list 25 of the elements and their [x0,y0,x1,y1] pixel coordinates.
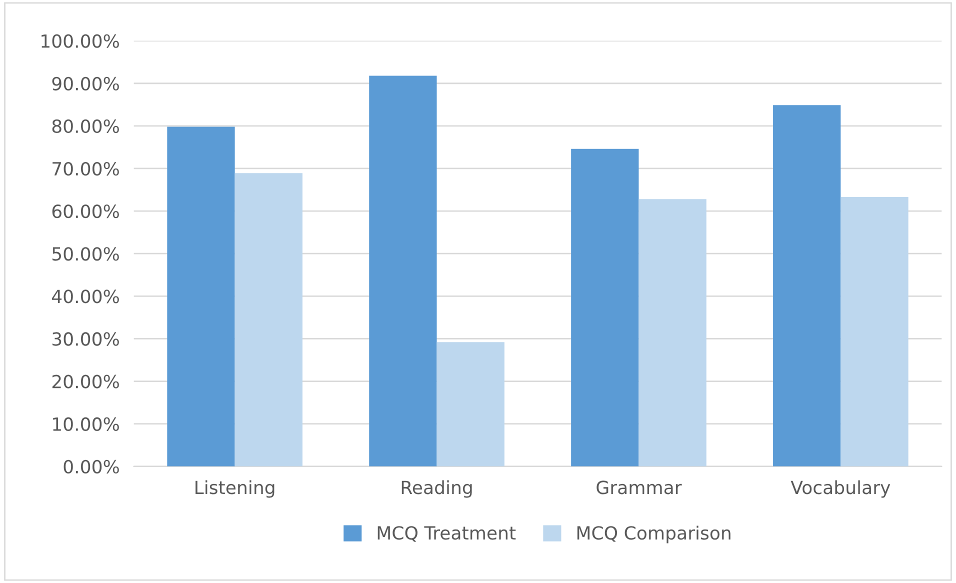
bar [638,199,706,466]
bar [369,76,437,466]
y-tick-label: 60.00% [52,204,119,218]
y-tick-label: 100.00% [42,34,119,48]
x-tick-label: Vocabulary [790,480,890,498]
bar [773,105,841,466]
y-tick-label: 20.00% [52,374,119,388]
bar [167,126,235,466]
x-tick-label: Grammar [596,480,682,494]
y-tick-label: 30.00% [52,332,119,346]
bar [436,342,504,466]
legend-label: MCQ Comparison [577,526,730,544]
y-tick-label: 90.00% [52,76,119,90]
y-tick-label: 80.00% [52,119,119,134]
y-tick-label: 50.00% [52,247,119,261]
x-tick-label: Reading [402,480,472,498]
bar [571,148,639,466]
legend-label: MCQ Treatment [378,526,516,542]
bar [234,173,302,466]
y-tick-label: 70.00% [52,162,119,176]
y-tick-label: 0.00% [64,460,119,474]
x-tick-label: Listening [196,480,274,498]
bar [840,197,908,466]
y-tick-label: 10.00% [53,417,119,431]
y-tick-label: 40.00% [52,290,119,304]
